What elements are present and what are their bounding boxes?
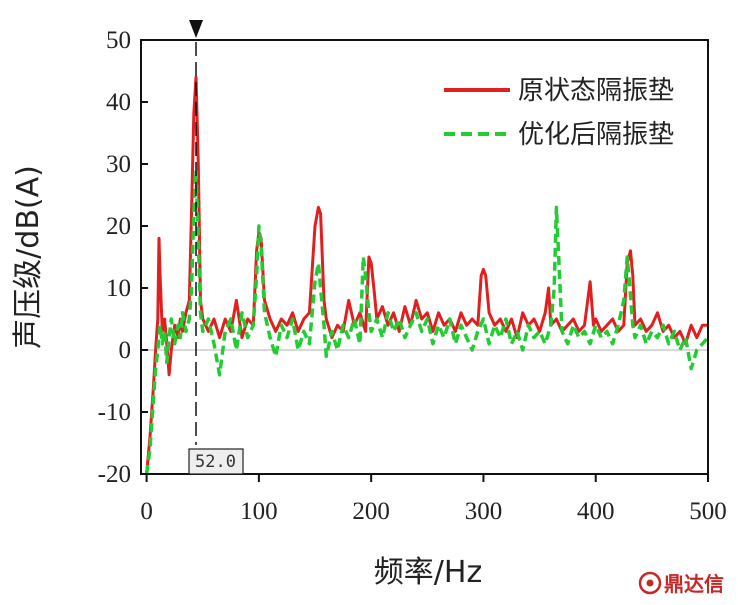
brand-logo-icon xyxy=(638,571,662,595)
y-tick-label: 50 xyxy=(106,27,131,54)
x-tick-label: 500 xyxy=(689,498,727,525)
legend: 原状态隔振垫 优化后隔振垫 xyxy=(444,76,674,150)
marker-arrow-icon[interactable] xyxy=(189,20,204,38)
y-tick-label: -20 xyxy=(98,461,131,488)
y-tick-label: -10 xyxy=(98,399,131,426)
y-axis-ticks: -20 -10 0 10 20 30 40 50 xyxy=(98,27,148,488)
brand-logo-dot xyxy=(646,579,654,587)
y-tick-label: 40 xyxy=(106,89,131,116)
plot-area xyxy=(140,39,710,475)
legend-label-optimized: 优化后隔振垫 xyxy=(518,120,674,150)
y-tick-label: 20 xyxy=(106,213,131,240)
y-tick-label: 10 xyxy=(106,275,131,302)
series-line-optimized xyxy=(144,168,710,475)
x-tick-label: 300 xyxy=(465,498,503,525)
x-tick-label: 0 xyxy=(140,498,153,525)
x-tick-label: 200 xyxy=(352,498,390,525)
y-tick-label: 30 xyxy=(106,151,131,178)
watermark-text: 鼎达信 xyxy=(664,572,724,596)
series-layer xyxy=(144,75,710,475)
watermark: 鼎达信 xyxy=(638,571,724,596)
legend-label-original: 原状态隔振垫 xyxy=(518,76,674,106)
marker-value-box[interactable] xyxy=(188,448,244,475)
series-line-original xyxy=(145,75,708,475)
x-tick-label: 400 xyxy=(577,498,615,525)
x-axis-title: 频率/Hz xyxy=(374,555,482,590)
x-tick-label: 100 xyxy=(240,498,278,525)
plot-frame xyxy=(140,39,709,475)
x-axis-ticks: 0 100 200 300 400 500 xyxy=(140,474,727,525)
y-tick-label: 0 xyxy=(119,337,132,364)
marker-value-label: 52.0 xyxy=(195,452,236,472)
y-axis-title: 声压级/dB(A) xyxy=(11,165,46,349)
